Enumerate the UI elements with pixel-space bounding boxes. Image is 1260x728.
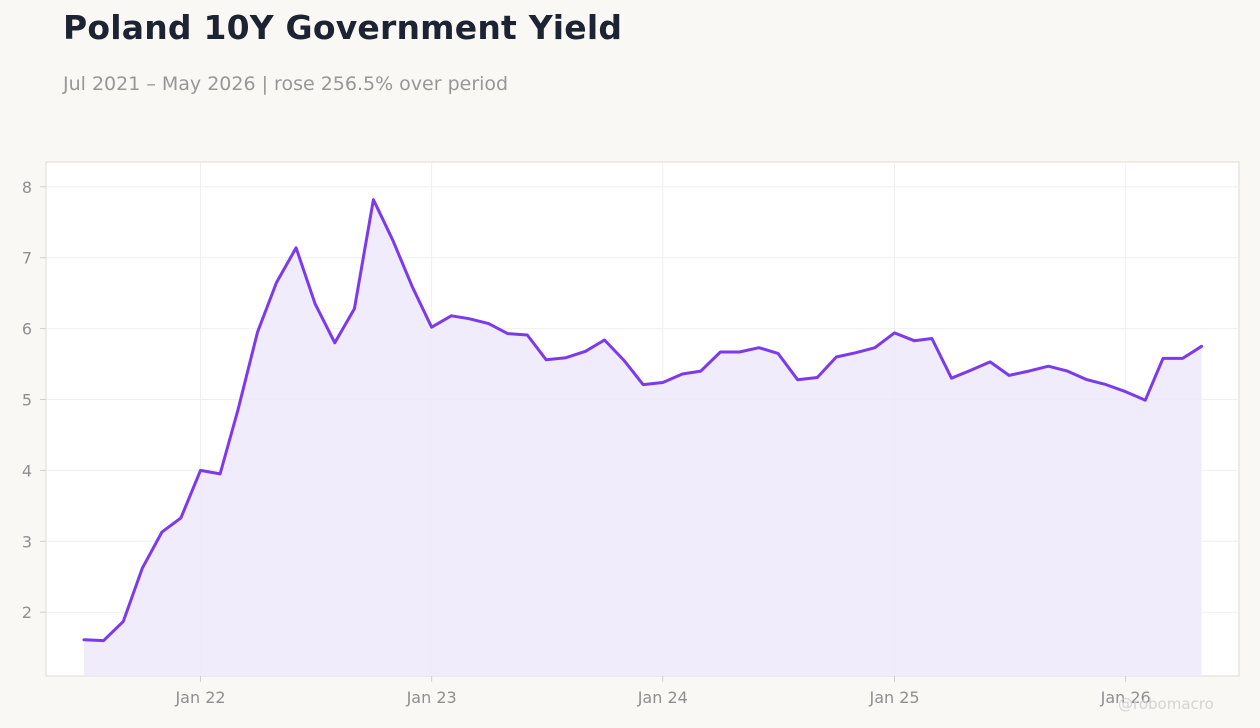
y-tick-label: 4 <box>22 461 32 480</box>
chart-subtitle: Jul 2021 – May 2026 | rose 256.5% over p… <box>63 73 509 95</box>
x-tick-label: Jan 23 <box>406 688 457 707</box>
x-tick-label: Jan 26 <box>1100 688 1151 707</box>
x-tick-label: Jan 22 <box>174 688 225 707</box>
area-fill <box>84 199 1202 676</box>
y-tick-label: 7 <box>22 249 32 268</box>
y-tick-label: 5 <box>22 391 32 410</box>
watermark: @robomacro <box>1118 695 1214 713</box>
series-line <box>82 198 1204 643</box>
x-axis: Jan 22 Jan 23 Jan 24 Jan 25 Jan 26 <box>174 676 1151 707</box>
x-tick-label: Jan 24 <box>637 688 688 707</box>
y-tick-label: 6 <box>22 320 32 339</box>
y-tick-label: 8 <box>22 178 32 197</box>
y-tick-label: 2 <box>22 603 32 622</box>
chart-title: Poland 10Y Government Yield <box>63 8 623 47</box>
y-axis: 2 3 4 5 6 7 8 <box>22 178 46 622</box>
x-tick-label: Jan 25 <box>868 688 919 707</box>
y-tick-label: 3 <box>22 532 32 551</box>
